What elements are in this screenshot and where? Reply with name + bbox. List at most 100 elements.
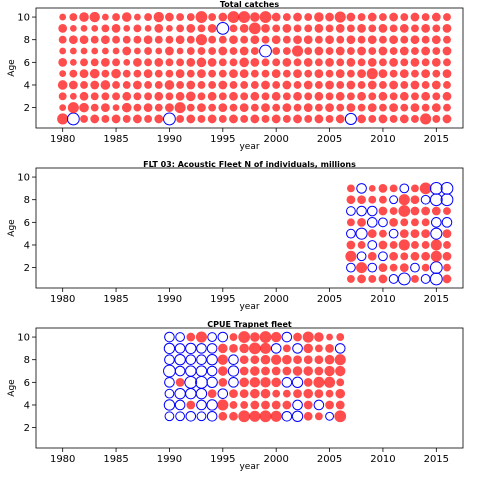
positive-residual-bubble: [389, 115, 398, 123]
positive-residual-bubble: [239, 355, 249, 365]
positive-residual-bubble: [207, 91, 217, 101]
x-tick-label: 2015: [424, 294, 449, 305]
x-tick-label: 1985: [103, 454, 128, 465]
positive-residual-bubble: [336, 378, 345, 387]
positive-residual-bubble: [443, 207, 451, 215]
positive-residual-bubble: [345, 250, 357, 262]
positive-residual-bubble: [197, 47, 206, 55]
panel-3: CPUE Trapnet fleet 1980 1985 1990 1995 2000 20…: [7, 320, 464, 472]
y-tick-label: 8: [24, 355, 30, 366]
positive-residual-bubble: [293, 24, 302, 33]
positive-residual-bubble: [378, 206, 388, 216]
positive-residual-bubble: [326, 333, 333, 341]
positive-residual-bubble: [282, 354, 292, 365]
positive-residual-bubble: [229, 103, 238, 112]
positive-residual-bubble: [334, 11, 346, 23]
positive-residual-bubble: [240, 35, 249, 44]
positive-residual-bubble: [175, 69, 185, 79]
negative-residual-bubble: [389, 195, 399, 205]
positive-residual-bubble: [154, 23, 164, 33]
positive-residual-bubble: [144, 92, 153, 101]
x-tick-label: 2005: [317, 294, 342, 305]
positive-residual-bubble: [101, 92, 110, 101]
positive-residual-bubble: [186, 35, 195, 44]
positive-residual-bubble: [399, 263, 409, 273]
negative-residual-bubble: [292, 399, 303, 411]
positive-residual-bubble: [271, 354, 282, 365]
positive-residual-bubble: [259, 342, 272, 354]
positive-residual-bubble: [443, 81, 451, 89]
positive-residual-bubble: [229, 401, 238, 409]
positive-residual-bubble: [239, 366, 249, 376]
negative-residual-bubble: [175, 332, 185, 342]
positive-residual-bubble: [431, 35, 441, 45]
positive-residual-bubble: [411, 218, 419, 227]
positive-residual-bubble: [293, 103, 302, 112]
negative-residual-bubble: [346, 262, 356, 273]
positive-residual-bubble: [196, 57, 207, 68]
positive-residual-bubble: [292, 366, 303, 376]
positive-residual-bubble: [249, 377, 261, 388]
negative-residual-bubble: [174, 354, 186, 366]
positive-residual-bubble: [261, 366, 270, 376]
negative-residual-bubble: [367, 262, 378, 273]
positive-residual-bubble: [443, 58, 451, 67]
positive-residual-bubble: [250, 57, 260, 67]
positive-residual-bubble: [133, 69, 142, 78]
positive-residual-bubble: [420, 113, 432, 125]
positive-residual-bubble: [335, 365, 346, 377]
positive-residual-bubble: [250, 12, 260, 22]
positive-residual-bubble: [410, 195, 420, 205]
positive-residual-bubble: [303, 57, 313, 67]
negative-residual-bubble: [66, 112, 80, 126]
y-tick-label: 6: [24, 378, 30, 389]
positive-residual-bubble: [197, 92, 206, 101]
x-tick-label: 1990: [157, 134, 182, 145]
y-tick-label: 6: [24, 58, 30, 69]
positive-residual-bubble: [144, 47, 153, 55]
positive-residual-bubble: [431, 103, 441, 113]
positive-residual-bubble: [399, 23, 409, 33]
positive-residual-bubble: [389, 251, 398, 261]
positive-residual-bubble: [410, 251, 420, 261]
positive-residual-bubble: [240, 401, 249, 409]
positive-residual-bubble: [261, 115, 270, 123]
positive-residual-bubble: [346, 69, 355, 78]
positive-residual-bubble: [411, 24, 419, 33]
positive-residual-bubble: [122, 69, 131, 78]
positive-residual-bubble: [336, 58, 345, 67]
y-axis-label: Age: [7, 379, 17, 397]
positive-residual-bubble: [229, 343, 238, 353]
x-tick-label: 1995: [210, 294, 235, 305]
positive-residual-bubble: [79, 69, 89, 79]
positive-residual-bubble: [431, 80, 441, 90]
negative-residual-bubble: [163, 399, 176, 411]
positive-residual-bubble: [197, 103, 206, 113]
positive-residual-bubble: [261, 103, 270, 113]
positive-residual-bubble: [261, 80, 270, 90]
positive-residual-bubble: [334, 354, 346, 366]
positive-residual-bubble: [271, 400, 281, 410]
positive-residual-bubble: [357, 69, 366, 79]
positive-residual-bubble: [165, 69, 174, 78]
positive-residual-bubble: [271, 12, 281, 22]
positive-residual-bubble: [207, 389, 217, 399]
negative-residual-bubble: [356, 183, 367, 194]
positive-residual-bubble: [112, 58, 120, 67]
positive-residual-bubble: [261, 400, 270, 410]
negative-residual-bubble: [163, 112, 176, 126]
positive-residual-bubble: [335, 46, 345, 56]
negative-residual-bubble: [195, 365, 208, 377]
positive-residual-bubble: [250, 355, 260, 365]
x-tick-label: 2010: [370, 294, 395, 305]
negative-residual-bubble: [397, 272, 411, 286]
positive-residual-bubble: [239, 389, 249, 399]
x-tick-label: 2015: [424, 134, 449, 145]
positive-residual-bubble: [411, 241, 419, 249]
positive-residual-bubble: [186, 114, 196, 124]
positive-residual-bubble: [421, 241, 430, 249]
positive-residual-bubble: [411, 184, 419, 193]
positive-residual-bubble: [431, 57, 441, 67]
positive-residual-bubble: [271, 331, 282, 343]
positive-residual-bubble: [165, 12, 174, 22]
